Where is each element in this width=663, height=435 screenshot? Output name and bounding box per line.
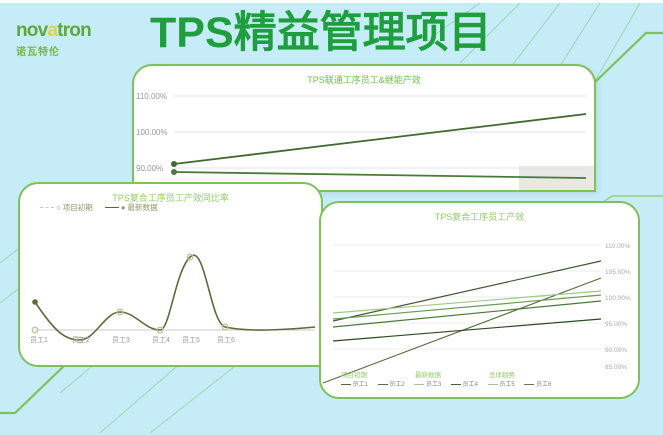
svg-text:105.00%: 105.00% — [605, 269, 631, 276]
svg-text:90.00%: 90.00% — [605, 347, 627, 354]
svg-text:员工4: 员工4 — [152, 336, 170, 344]
svg-text:85.00%: 85.00% — [605, 364, 627, 371]
svg-text:100.00%: 100.00% — [136, 128, 168, 137]
svg-text:95.00%: 95.00% — [605, 321, 627, 328]
svg-text:90.00%: 90.00% — [136, 164, 163, 173]
svg-text:员工2: 员工2 — [72, 336, 90, 344]
svg-text:员工5: 员工5 — [182, 336, 200, 344]
svg-text:100.00%: 100.00% — [605, 295, 631, 302]
svg-text:110.00%: 110.00% — [605, 243, 630, 250]
svg-text:员工6: 员工6 — [217, 336, 235, 344]
svg-text:员工3: 员工3 — [112, 336, 130, 344]
svg-text:110.00%: 110.00% — [136, 92, 167, 101]
svg-text:员工1: 员工1 — [30, 336, 48, 344]
